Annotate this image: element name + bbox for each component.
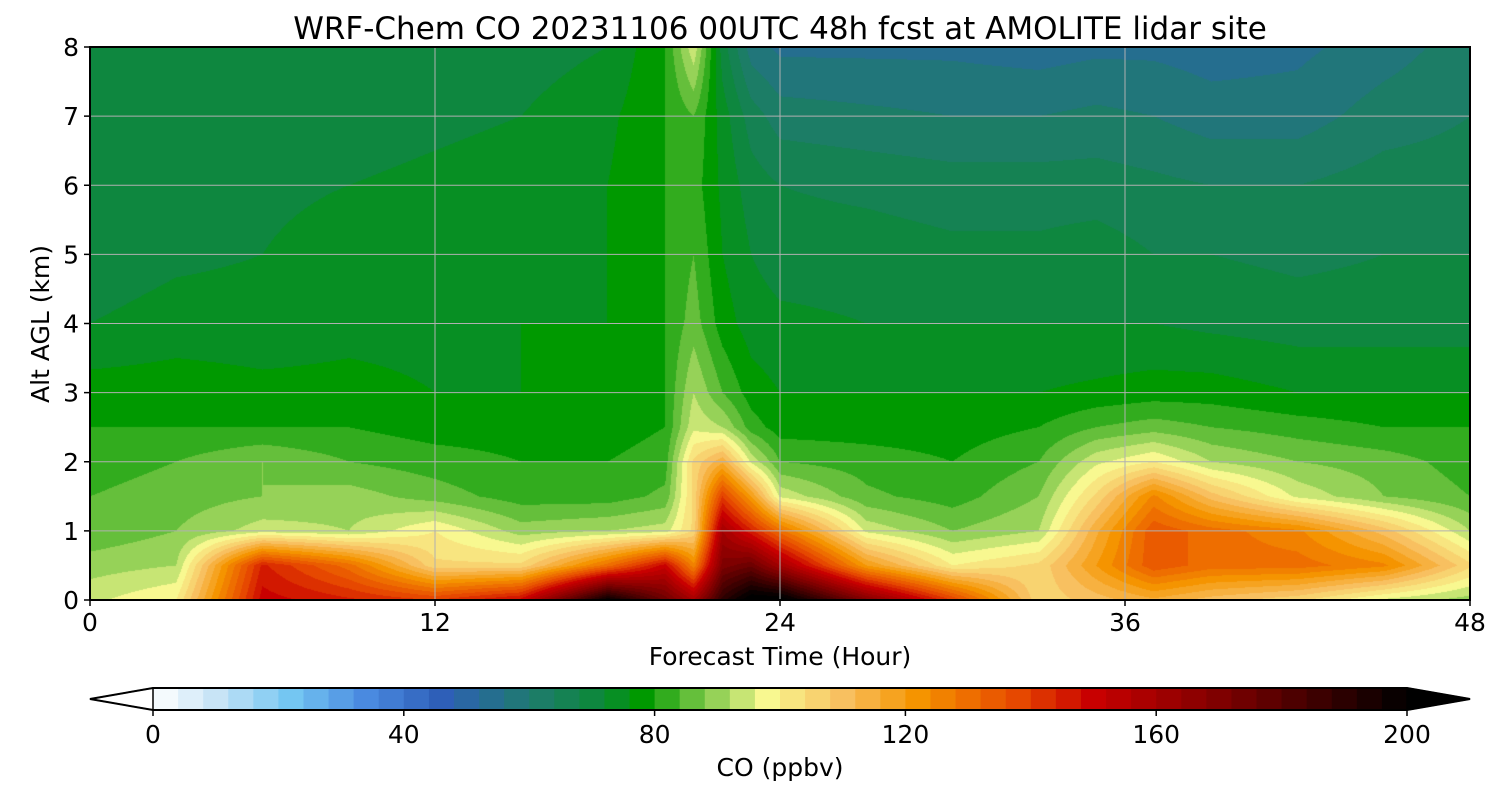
colorbar-cell <box>704 688 731 710</box>
colorbar-tick-label: 160 <box>1132 720 1180 749</box>
colorbar-cell <box>378 688 405 710</box>
colorbar-cell <box>1281 688 1308 710</box>
colorbar-tick-label: 80 <box>639 720 671 749</box>
colorbar-cell <box>1106 688 1132 710</box>
colorbar-cell <box>729 688 756 710</box>
colorbar-cell <box>1055 688 1082 710</box>
chart-title: WRF-Chem CO 20231106 00UTC 48h fcst at A… <box>293 11 1267 47</box>
colorbar-ticks: 0 40 80 120 160 200 <box>145 710 1431 749</box>
colorbar-cell <box>579 688 606 710</box>
y-axis-ticks: 0 1 2 3 4 5 6 7 8 <box>63 33 90 615</box>
y-axis-title: Alt AGL (km) <box>26 245 55 403</box>
colorbar-cell <box>930 688 957 710</box>
colorbar-extend-high <box>1406 687 1471 711</box>
colorbar-cell <box>1131 688 1157 710</box>
grid-lines <box>90 47 1470 600</box>
colorbar-cell <box>554 688 580 710</box>
colorbar-extend-low <box>89 687 154 711</box>
colorbar-tick-label: 0 <box>145 720 161 749</box>
x-axis-ticks: 0 12 24 36 48 <box>82 600 1486 637</box>
colorbar-cell <box>604 688 631 710</box>
colorbar-cell <box>428 688 455 710</box>
colorbar-cell <box>403 688 430 710</box>
x-tick-label: 0 <box>82 608 98 637</box>
colorbar-cell <box>654 688 681 710</box>
colorbar-tick-label: 120 <box>882 720 930 749</box>
colorbar-cell <box>1356 688 1383 710</box>
x-axis-title: Forecast Time (Hour) <box>649 642 912 671</box>
colorbar-cell <box>1080 688 1107 710</box>
colorbar-cell <box>880 688 906 710</box>
colorbar-label: CO (ppbv) <box>717 753 844 782</box>
colorbar-cell <box>830 688 856 710</box>
colorbar-cell <box>328 688 355 710</box>
colorbar-cell <box>228 688 254 710</box>
y-tick-label: 5 <box>63 240 79 269</box>
colorbar-cell <box>629 688 656 710</box>
colorbar-cell <box>153 688 179 710</box>
colorbar-cell <box>754 688 781 710</box>
y-tick-label: 4 <box>63 310 79 339</box>
x-tick-label: 12 <box>419 608 451 637</box>
y-tick-label: 6 <box>63 171 79 200</box>
colorbar-cell <box>278 688 305 710</box>
plot-area <box>89 46 1471 601</box>
colorbar-cell <box>1156 688 1182 710</box>
colorbar-cell <box>178 688 204 710</box>
x-tick-label: 24 <box>764 608 796 637</box>
colorbar-cell <box>504 688 530 710</box>
colorbar-cell <box>303 688 330 710</box>
colorbar-cell <box>955 688 982 710</box>
y-tick-label: 3 <box>63 379 79 408</box>
colorbar-cell <box>453 688 480 710</box>
colorbar-cell <box>529 688 555 710</box>
colorbar-tick-label: 40 <box>388 720 420 749</box>
colorbar-cell <box>353 688 380 710</box>
colorbar-cell <box>905 688 932 710</box>
colorbar: 0 40 80 120 160 200 CO (ppbv) <box>89 687 1471 782</box>
colorbar-cell <box>855 688 881 710</box>
colorbar-cell <box>1331 688 1358 710</box>
colorbar-cell <box>780 688 806 710</box>
y-tick-label: 7 <box>63 102 79 131</box>
colorbar-cell <box>1231 688 1258 710</box>
colorbar-cell <box>1030 688 1057 710</box>
colorbar-cell <box>479 688 505 710</box>
colorbar-cell <box>1306 688 1333 710</box>
colorbar-cells <box>153 688 1408 710</box>
colorbar-cell <box>253 688 279 710</box>
x-tick-label: 48 <box>1454 608 1486 637</box>
colorbar-cell <box>980 688 1007 710</box>
colorbar-cell <box>1206 688 1233 710</box>
colorbar-cell <box>805 688 831 710</box>
colorbar-cell <box>1256 688 1283 710</box>
colorbar-cell <box>1381 688 1408 710</box>
colorbar-cell <box>203 688 229 710</box>
y-tick-label: 8 <box>63 33 79 62</box>
y-tick-label: 1 <box>63 517 79 546</box>
x-tick-label: 36 <box>1109 608 1141 637</box>
y-tick-label: 0 <box>63 586 79 615</box>
colorbar-cell <box>1181 688 1207 710</box>
colorbar-tick-label: 200 <box>1383 720 1431 749</box>
colorbar-cell <box>1005 688 1032 710</box>
colorbar-cell <box>679 688 706 710</box>
y-tick-label: 2 <box>63 448 79 477</box>
